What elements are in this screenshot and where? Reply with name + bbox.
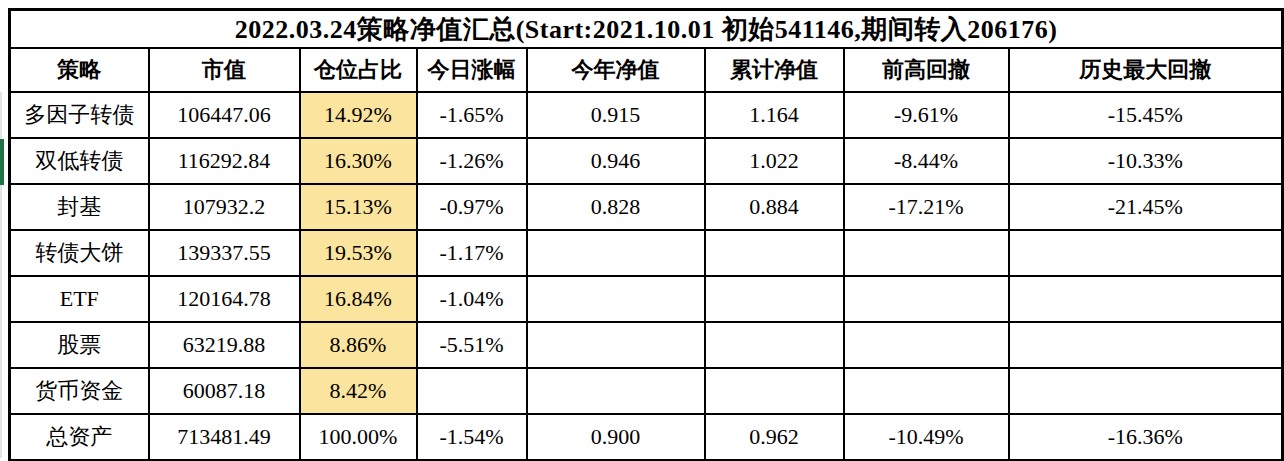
table-cell[interactable]: -1.65% — [417, 92, 527, 138]
table-cell[interactable]: 14.92% — [300, 92, 417, 138]
table-cell[interactable]: 120164.78 — [149, 276, 300, 322]
table-cell[interactable] — [844, 230, 1009, 276]
table-cell[interactable]: 116292.84 — [149, 138, 300, 184]
table-cell[interactable]: 713481.49 — [149, 414, 300, 461]
column-header-7[interactable]: 历史最大回撤 — [1009, 48, 1283, 92]
table-cell[interactable]: 货币资金 — [10, 368, 149, 414]
table-row: ETF120164.7816.84%-1.04% — [10, 276, 1283, 322]
table-cell[interactable] — [844, 322, 1009, 368]
table-row: 转债大饼139337.5519.53%-1.17% — [10, 230, 1283, 276]
table-cell[interactable]: -8.44% — [844, 138, 1009, 184]
table-cell[interactable] — [527, 368, 705, 414]
table-cell[interactable]: ETF — [10, 276, 149, 322]
table-title[interactable]: 2022.03.24策略净值汇总(Start:2021.10.01 初始5411… — [10, 10, 1283, 49]
table-cell[interactable]: 106447.06 — [149, 92, 300, 138]
table-cell[interactable]: 0.962 — [705, 414, 844, 461]
table-cell[interactable]: -16.36% — [1009, 414, 1283, 461]
table-cell[interactable] — [705, 276, 844, 322]
table-cell[interactable]: 股票 — [10, 322, 149, 368]
table-cell[interactable]: -17.21% — [844, 184, 1009, 230]
table-row: 封基107932.215.13%-0.97%0.8280.884-17.21%-… — [10, 184, 1283, 230]
table-cell[interactable]: 19.53% — [300, 230, 417, 276]
table-cell[interactable] — [527, 230, 705, 276]
table-cell[interactable]: -5.51% — [417, 322, 527, 368]
table-cell[interactable]: 0.946 — [527, 138, 705, 184]
table-cell[interactable]: 8.42% — [300, 368, 417, 414]
table-row: 多因子转债106447.0614.92%-1.65%0.9151.164-9.6… — [10, 92, 1283, 138]
table-cell[interactable]: 0.915 — [527, 92, 705, 138]
table-cell[interactable]: 双低转债 — [10, 138, 149, 184]
table-cell[interactable]: 100.00% — [300, 414, 417, 461]
table-cell[interactable] — [844, 276, 1009, 322]
table-cell[interactable]: 63219.88 — [149, 322, 300, 368]
table-cell[interactable] — [417, 368, 527, 414]
table-cell[interactable]: 15.13% — [300, 184, 417, 230]
table-cell[interactable]: 8.86% — [300, 322, 417, 368]
table-cell[interactable]: 0.884 — [705, 184, 844, 230]
table-cell[interactable]: 转债大饼 — [10, 230, 149, 276]
table-cell[interactable]: -0.97% — [417, 184, 527, 230]
table-cell[interactable] — [527, 322, 705, 368]
table-cell[interactable] — [1009, 276, 1283, 322]
table-cell[interactable]: -10.33% — [1009, 138, 1283, 184]
column-header-0[interactable]: 策略 — [10, 48, 149, 92]
selection-marker — [0, 139, 4, 185]
table-cell[interactable]: 1.164 — [705, 92, 844, 138]
table-cell[interactable]: 多因子转债 — [10, 92, 149, 138]
table-cell[interactable]: -1.26% — [417, 138, 527, 184]
table-cell[interactable] — [705, 322, 844, 368]
table-cell[interactable]: 0.900 — [527, 414, 705, 461]
column-header-3[interactable]: 今日涨幅 — [417, 48, 527, 92]
table-cell[interactable]: -9.61% — [844, 92, 1009, 138]
table-cell[interactable]: 16.30% — [300, 138, 417, 184]
column-header-5[interactable]: 累计净值 — [705, 48, 844, 92]
table-cell[interactable]: 封基 — [10, 184, 149, 230]
table-row: 双低转债116292.8416.30%-1.26%0.9461.022-8.44… — [10, 138, 1283, 184]
table-cell[interactable]: 60087.18 — [149, 368, 300, 414]
table-cell[interactable]: -10.49% — [844, 414, 1009, 461]
column-header-1[interactable]: 市值 — [149, 48, 300, 92]
table-cell[interactable] — [705, 230, 844, 276]
table-cell[interactable]: 139337.55 — [149, 230, 300, 276]
table-cell[interactable]: 1.022 — [705, 138, 844, 184]
table-cell[interactable] — [1009, 322, 1283, 368]
table-row: 总资产713481.49100.00%-1.54%0.9000.962-10.4… — [10, 414, 1283, 461]
table-cell[interactable] — [1009, 230, 1283, 276]
table-cell[interactable]: -15.45% — [1009, 92, 1283, 138]
table-row: 股票63219.888.86%-5.51% — [10, 322, 1283, 368]
spreadsheet-view: 2022.03.24策略净值汇总(Start:2021.10.01 初始5411… — [0, 0, 1284, 461]
title-row: 2022.03.24策略净值汇总(Start:2021.10.01 初始5411… — [10, 10, 1283, 49]
strategy-nav-summary-table: 2022.03.24策略净值汇总(Start:2021.10.01 初始5411… — [8, 8, 1284, 461]
column-header-2[interactable]: 仓位占比 — [300, 48, 417, 92]
table-row: 货币资金60087.188.42% — [10, 368, 1283, 414]
table-cell[interactable] — [1009, 368, 1283, 414]
table-cell[interactable] — [527, 276, 705, 322]
table-cell[interactable]: 107932.2 — [149, 184, 300, 230]
column-header-6[interactable]: 前高回撤 — [844, 48, 1009, 92]
table-cell[interactable]: -1.04% — [417, 276, 527, 322]
table-cell[interactable]: 总资产 — [10, 414, 149, 461]
table-cell[interactable] — [844, 368, 1009, 414]
column-header-4[interactable]: 今年净值 — [527, 48, 705, 92]
table-cell[interactable]: 16.84% — [300, 276, 417, 322]
table-cell[interactable]: -21.45% — [1009, 184, 1283, 230]
table-cell[interactable]: 0.828 — [527, 184, 705, 230]
table-cell[interactable] — [705, 368, 844, 414]
table-cell[interactable]: -1.54% — [417, 414, 527, 461]
header-row: 策略市值仓位占比今日涨幅今年净值累计净值前高回撤历史最大回撤 — [10, 48, 1283, 92]
table-body: 多因子转债106447.0614.92%-1.65%0.9151.164-9.6… — [10, 92, 1283, 461]
table-cell[interactable]: -1.17% — [417, 230, 527, 276]
